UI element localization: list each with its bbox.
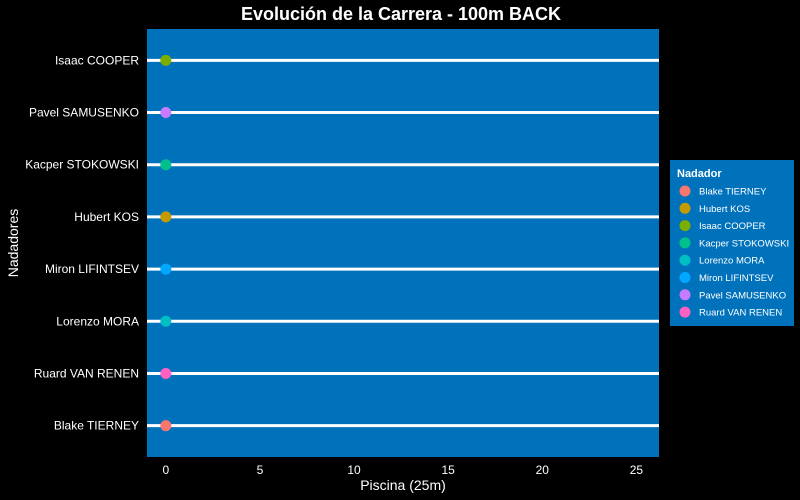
legend-label: Lorenzo MORA	[699, 256, 765, 267]
legend-label: Kacper STOKOWSKI	[699, 238, 789, 249]
legend-key	[679, 289, 691, 301]
y-tick-label: Lorenzo MORA	[56, 314, 139, 328]
y-tick-label: Pavel SAMUSENKO	[29, 106, 139, 120]
x-tick-label: 15	[441, 463, 455, 477]
swimmer-point	[160, 107, 172, 119]
legend-key	[679, 237, 691, 249]
legend-label: Isaac COOPER	[699, 221, 766, 232]
swimmer-point	[160, 54, 172, 66]
x-axis-label: Piscina (25m)	[360, 477, 446, 493]
y-tick-label: Isaac COOPER	[55, 53, 139, 67]
y-tick-label: Hubert KOS	[74, 210, 139, 224]
y-tick-labels: Blake TIERNEY Ruard VAN RENEN Lorenzo MORA…	[25, 53, 139, 432]
x-tick-label: 25	[630, 463, 644, 477]
legend-label: Hubert KOS	[699, 204, 750, 215]
legend-label: Pavel SAMUSENKO	[699, 290, 786, 301]
y-tick-label: Miron LIFINTSEV	[45, 262, 139, 276]
chart-title: Evolución de la Carrera - 100m BACK	[241, 4, 561, 24]
legend-box	[670, 160, 794, 326]
swimmer-point	[160, 315, 172, 327]
legend-key	[679, 272, 691, 283]
lane-lines	[147, 58, 659, 428]
legend-label: Miron LIFINTSEV	[699, 273, 774, 284]
legend-key	[679, 220, 691, 232]
x-tick-label: 0	[162, 463, 169, 477]
swimmer-point	[160, 420, 172, 432]
y-tick-label: Blake TIERNEY	[54, 419, 139, 433]
legend-key	[679, 306, 691, 318]
y-axis-label: Nadadores	[5, 209, 21, 278]
legend-title: Nadador	[677, 168, 722, 180]
legend-key	[679, 254, 691, 266]
plot-panel	[147, 29, 659, 457]
swimmer-point	[160, 211, 172, 223]
swimmer-point	[160, 159, 172, 171]
legend-key	[679, 185, 691, 197]
y-tick-label: Kacper STOKOWSKI	[25, 158, 139, 172]
x-tick-label: 5	[257, 463, 264, 477]
legend-key	[679, 202, 691, 214]
legend-label: Blake TIERNEY	[699, 187, 767, 198]
swimmer-point	[160, 263, 172, 275]
x-tick-label: 10	[347, 463, 361, 477]
legend-label: Ruard VAN RENEN	[699, 308, 782, 319]
swimmer-point	[160, 367, 172, 379]
x-tick-labels: 0 5 10 15 20 25	[162, 463, 643, 477]
legend: Nadador Blake TIERNEY Hubert KOS Isaac COO…	[670, 160, 794, 326]
y-tick-label: Ruard VAN RENEN	[34, 366, 139, 380]
x-tick-label: 20	[536, 463, 550, 477]
swimmer-points	[160, 54, 172, 432]
